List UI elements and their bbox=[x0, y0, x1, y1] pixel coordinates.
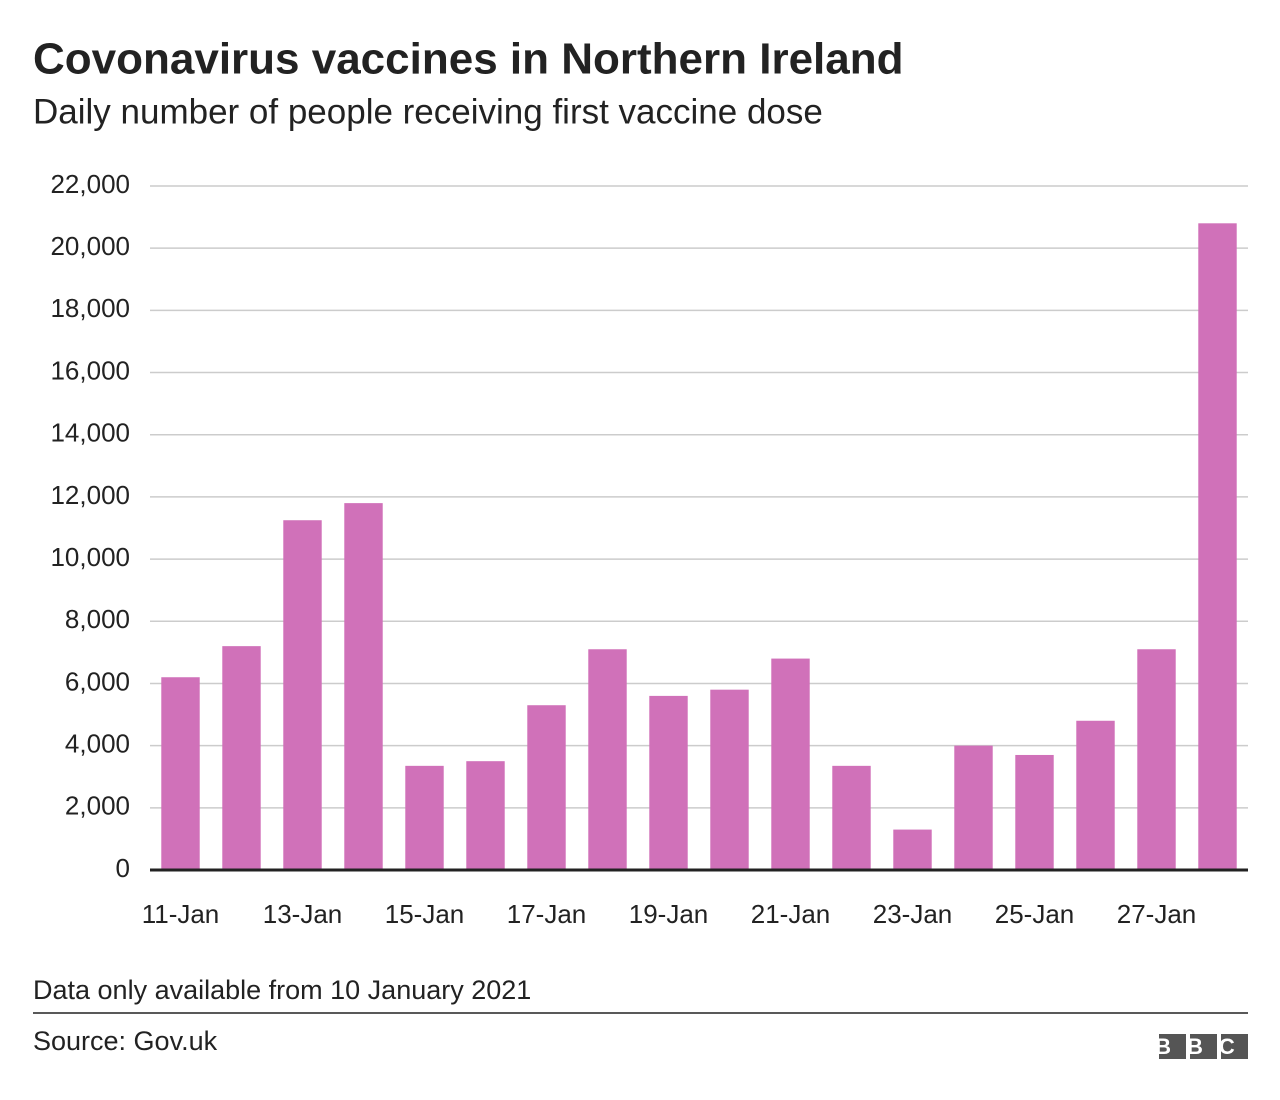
logo-box bbox=[1221, 1034, 1248, 1059]
x-tick-label: 11-Jan bbox=[142, 899, 220, 929]
chart-subtitle: Daily number of people receiving first v… bbox=[33, 92, 823, 131]
y-tick-label: 10,000 bbox=[50, 542, 130, 572]
y-tick-label: 12,000 bbox=[50, 480, 130, 510]
y-tick-label: 6,000 bbox=[65, 666, 130, 696]
x-tick-label: 19-Jan bbox=[629, 899, 709, 929]
bar bbox=[1198, 223, 1237, 871]
logo-text: BBC bbox=[1155, 1034, 1251, 1059]
bar bbox=[344, 503, 383, 870]
y-tick-label: 20,000 bbox=[50, 231, 130, 261]
y-tick-label: 18,000 bbox=[50, 293, 130, 323]
bar bbox=[771, 658, 810, 870]
y-tick-label: 2,000 bbox=[65, 791, 130, 821]
source: Source: Gov.uk bbox=[33, 1026, 218, 1056]
bar bbox=[710, 689, 749, 870]
logo-box bbox=[1190, 1034, 1217, 1059]
logo: BBC bbox=[1155, 1034, 1251, 1059]
chart-title: Covonavirus vaccines in Northern Ireland bbox=[33, 35, 903, 84]
x-tick-label: 13-Jan bbox=[263, 899, 343, 929]
y-tick-label: 22,000 bbox=[50, 169, 130, 199]
x-tick-label: 23-Jan bbox=[873, 899, 953, 929]
y-tick-label: 14,000 bbox=[50, 418, 130, 448]
y-tick-label: 8,000 bbox=[65, 604, 130, 634]
bar bbox=[588, 649, 627, 870]
bar bbox=[405, 765, 444, 870]
x-tick-label: 15-Jan bbox=[385, 899, 465, 929]
x-tick-label: 21-Jan bbox=[751, 899, 831, 929]
bar bbox=[466, 761, 505, 870]
bar bbox=[222, 646, 261, 870]
bar bbox=[954, 745, 993, 870]
bar bbox=[161, 677, 200, 870]
x-tick-label: 17-Jan bbox=[507, 899, 587, 929]
bar bbox=[283, 520, 322, 870]
y-tick-label: 0 bbox=[116, 853, 130, 883]
logo-box bbox=[1159, 1034, 1186, 1059]
bar bbox=[893, 829, 932, 870]
y-tick-label: 16,000 bbox=[50, 355, 130, 385]
bar bbox=[527, 705, 566, 870]
bar bbox=[1137, 649, 1176, 870]
y-tick-label: 4,000 bbox=[65, 729, 130, 759]
bar bbox=[1076, 720, 1115, 870]
note: Data only available from 10 January 2021 bbox=[33, 975, 531, 1005]
bar bbox=[649, 695, 688, 870]
bar bbox=[832, 765, 871, 870]
x-tick-label: 27-Jan bbox=[1117, 899, 1197, 929]
bar bbox=[1015, 754, 1054, 870]
x-tick-label: 25-Jan bbox=[995, 899, 1075, 929]
